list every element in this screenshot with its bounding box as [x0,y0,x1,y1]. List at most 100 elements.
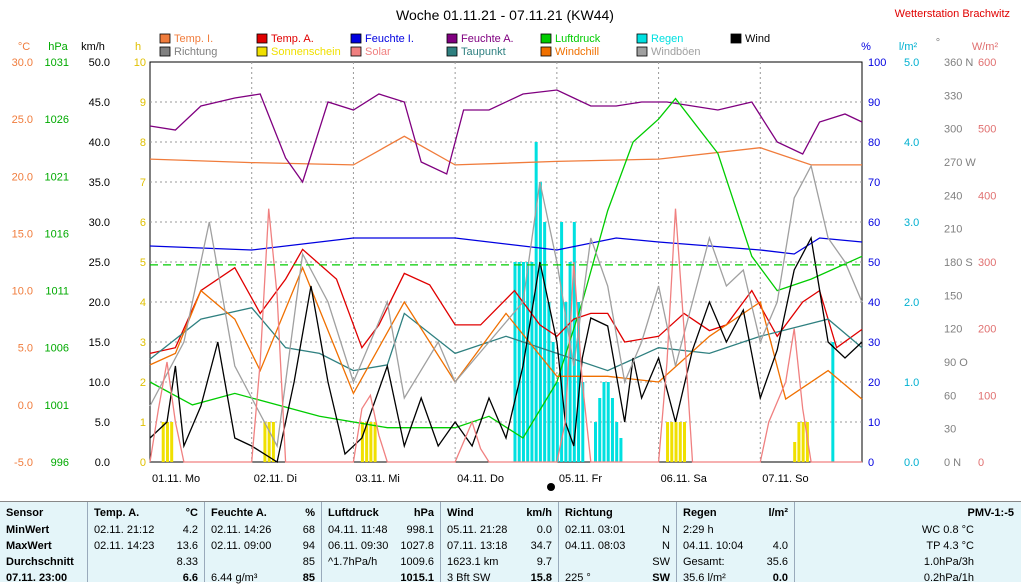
rain-bar [551,342,555,462]
stats-cell-value: 85 [302,556,315,568]
stats-col-dir: Richtung 02.11. 03:01 N 04.11. 08:03 N SW 225 … [559,502,677,584]
stats-cell-value: N [662,524,670,536]
legend-swatch [636,46,648,57]
solar-unit-label: W/m² [972,41,999,53]
legend-swatch [159,46,171,57]
solar-tick: 100 [978,390,996,402]
rain-bar [594,422,597,462]
legend-label: Sonnenschein [271,46,341,58]
sunshine-bar [797,422,801,462]
kmh-tick: 0.0 [95,457,110,469]
rain-bar [577,302,581,462]
rain-bar [568,262,572,462]
stats-cell-value: 4.2 [182,524,198,536]
series-solar [149,208,862,463]
temp-tick: 25.0 [12,114,33,126]
hpa-unit-label: hPa [48,41,68,53]
series-temp-a- [149,248,863,355]
rain-bar [598,398,602,462]
stats-cell-left: 07.11. 13:18 [447,540,508,552]
stats-row: 225 ° SW [559,570,676,586]
rain-bar [560,222,564,462]
chart-title: Woche 01.11.21 - 07.11.21 (KW44) [396,7,614,23]
rain-tick: 4.0 [904,137,919,149]
sunshine-bar [165,422,169,462]
kmh-tick: 15.0 [89,337,110,349]
hours-tick: 6 [140,217,146,229]
legend-swatch [256,46,268,57]
sunshine-bar [670,422,674,462]
stats-row: 6.44 g/m³ 85 [205,570,321,586]
degree-tick: 270 W [944,157,976,169]
stats-col-hum: Feuchte A.% 02.11. 14:26 68 02.11. 09:00 94 8… [205,502,322,584]
axis-unit-labels: °C hPa km/h h% l/m² ° W/m² [18,37,999,53]
stats-header-unit: l/m² [768,507,788,519]
legend-swatch [446,33,458,44]
stats-header-label: Wind [447,507,474,519]
hours-tick: 10 [134,57,146,69]
hours-tick: 7 [140,177,146,189]
legend-swatch [730,33,742,44]
stats-cell-left: 225 ° [565,572,591,584]
stats-row: 85 [205,554,321,570]
degree-tick: 30 [944,424,956,436]
hours-tick: 0 [140,457,146,469]
stats-cell-label: 07.11. 23:00 [6,572,68,584]
series-lines [149,89,863,464]
stats-row: 07.11. 23:00 [0,570,87,586]
day-label: 02.11. Di [254,473,297,485]
series-feuchte-a- [149,89,863,184]
solar-tick: 500 [978,124,996,136]
rain-tick: 3.0 [904,217,919,229]
legend-label: Wind [745,33,770,45]
stats-row: 07.11. 13:18 34.7 [441,538,558,554]
stats-row: 6.6 [88,570,204,586]
stats-cell-left: 3 Bft SW [447,572,491,584]
stats-cell-left: 04.11. 08:03 [565,540,626,552]
degree-tick: 90 O [944,357,968,369]
stats-header: Richtung [559,505,676,521]
legend-label: Feuchte I. [365,33,414,45]
stats-row: 02.11. 14:26 68 [205,522,321,538]
stats-cell-value: SW [652,556,670,568]
sunshine-bar [674,422,678,462]
hours-tick: 2 [140,377,146,389]
stats-cell-value: 85 [302,572,315,584]
percent-tick: 100 [868,57,886,69]
percent-tick: 30 [868,337,880,349]
percent-tick: 90 [868,97,880,109]
stats-row: 2:29 h [677,522,794,538]
stats-row: 04.11. 10:04 4.0 [677,538,794,554]
percent-tick: 0 [868,457,874,469]
percent-tick: 20 [868,377,880,389]
percent-tick: 40 [868,297,880,309]
legend-label: Taupunkt [461,46,506,58]
stats-header: Sensor [0,505,87,521]
hours-tick: 4 [140,297,146,309]
stats-cell-left: 2:29 h [683,524,714,536]
temp-tick: 10.0 [12,286,33,298]
axis-ticks: 30.025.020.015.010.05.00.0-5.01031102610… [12,57,997,469]
legend-label: Windböen [651,46,701,58]
stats-header-label: Sensor [6,507,44,519]
degree-tick: 60 [944,390,956,402]
day-label: 03.11. Mi [355,473,399,485]
stats-header-unit: % [305,507,315,519]
stats-header: Regen l/m² [677,505,794,521]
stats-cell-left: 1623.1 km [447,556,499,568]
hours-tick: 9 [140,97,146,109]
stats-row: Gesamt: 35.6 [677,554,794,570]
stats-col-sensor: Sensor MinWert MaxWert Durchschnitt 07.11. 2… [0,502,88,584]
stats-col-press: Luftdruck hPa 04.11. 11:48 998.1 06.11. 09:3… [322,502,441,584]
day-labels: 01.11. Mo 02.11. Di 03.11. Mi 04.11. Do 05.1… [152,473,809,485]
stats-cell-value: 13.6 [176,540,198,552]
stats-row: MaxWert [0,538,87,554]
hpa-tick: 1011 [45,286,69,298]
legend-swatch [540,33,552,44]
stats-header: Luftdruck hPa [322,505,440,521]
degree-tick: 180 S [944,257,973,269]
degree-tick: 210 [944,224,962,236]
legend-label: Regen [651,33,683,45]
stats-cell-value: N [662,540,670,552]
stats-cell-value: 4.0 [772,540,788,552]
